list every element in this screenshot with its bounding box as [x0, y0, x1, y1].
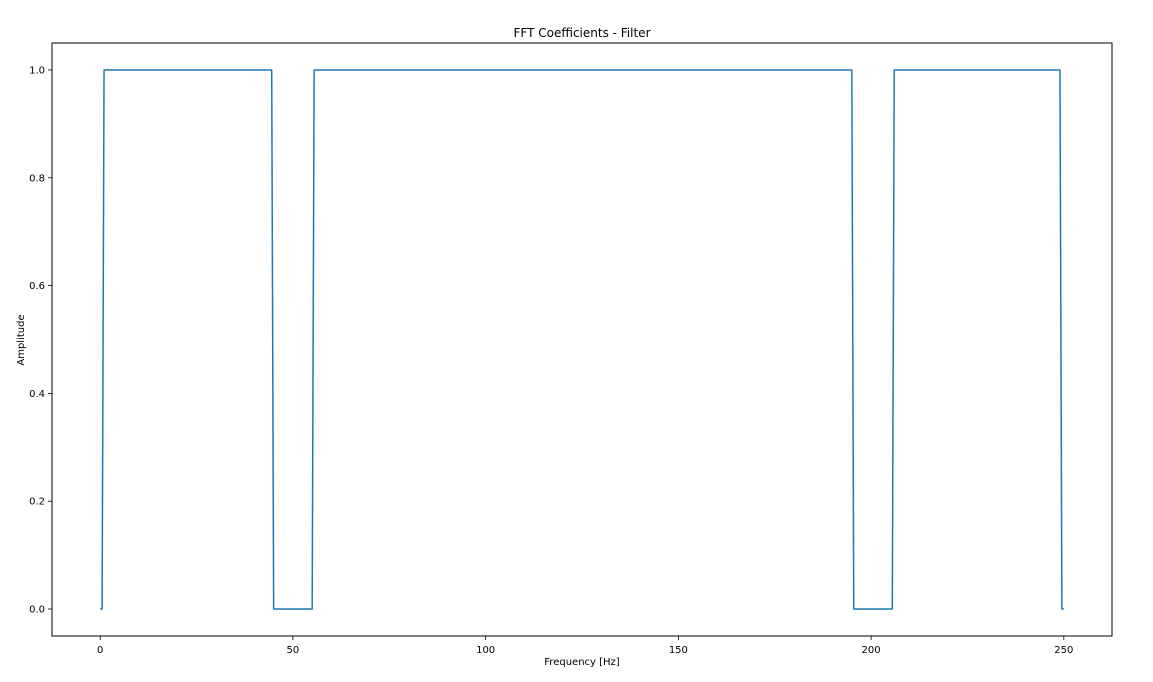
x-tick-label: 100	[476, 645, 495, 656]
x-tick-label: 50	[287, 645, 300, 656]
y-axis-label: Amplitude	[16, 314, 27, 365]
y-tick-label: 0.2	[29, 497, 45, 508]
x-tick-label: 250	[1054, 645, 1073, 656]
x-tick-label: 200	[862, 645, 881, 656]
y-tick-label: 0.4	[29, 389, 45, 400]
x-axis-label: Frequency [Hz]	[544, 657, 620, 668]
plot-area	[51, 42, 1113, 637]
y-tick-label: 1.0	[29, 65, 45, 76]
y-axis: 0.0 0.2 0.4 0.6 0.8 1.0	[29, 65, 52, 616]
chart-title: FFT Coefficients - Filter	[514, 26, 651, 40]
series-group	[100, 69, 1064, 610]
y-tick-label: 0.6	[29, 281, 45, 292]
x-tick-label: 0	[97, 645, 103, 656]
y-tick-label: 0.0	[29, 605, 45, 616]
filter-response-line	[100, 69, 1064, 610]
plot-frame	[51, 42, 1113, 637]
y-tick-label: 0.8	[29, 173, 45, 184]
x-axis: 0 50 100 150 200 250	[97, 636, 1073, 656]
x-tick-label: 150	[669, 645, 688, 656]
